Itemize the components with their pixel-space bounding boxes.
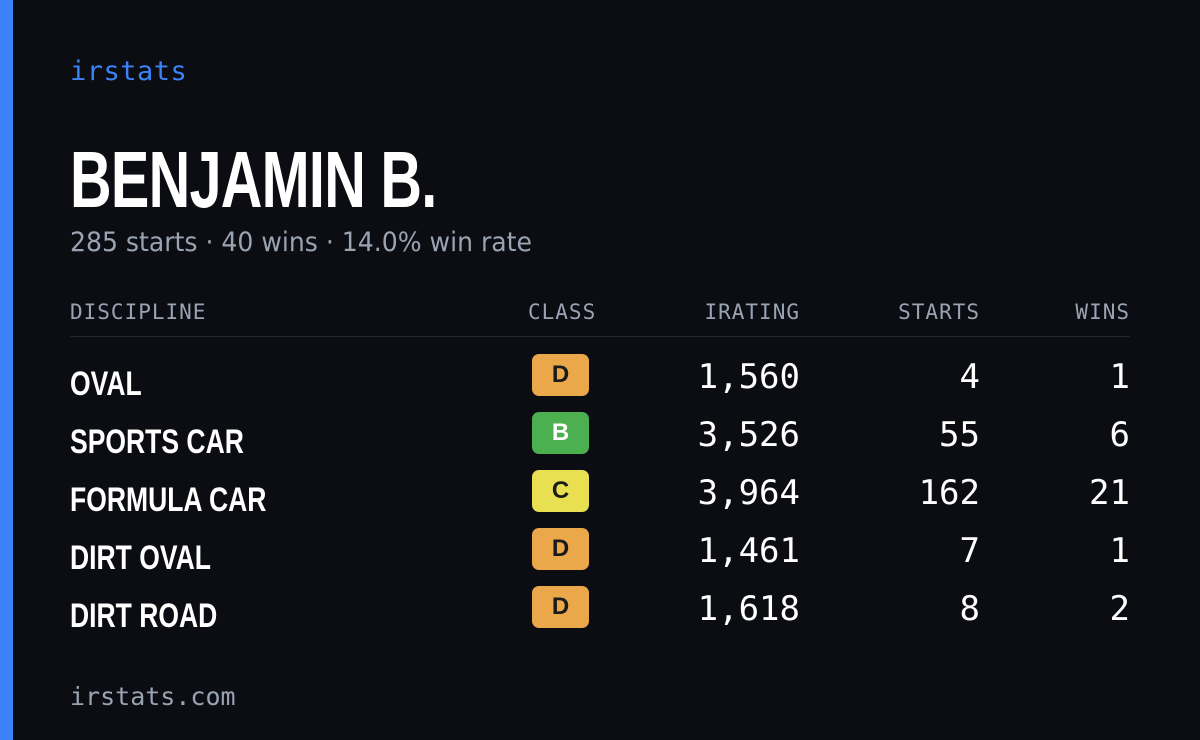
table-row: FORMULA CAR C 3,964 162 21 [70,469,1130,527]
irating-value: 1,461 [697,531,800,571]
brand-logo: irstats [70,56,188,87]
discipline-name: DIRT OVAL [70,539,211,577]
table-row: SPORTS CAR B 3,526 55 6 [70,411,1130,469]
header-class: CLASS [528,300,597,324]
class-badge: D [532,528,589,570]
class-badge: D [532,586,589,628]
discipline-name: FORMULA CAR [70,481,267,519]
discipline-name: DIRT ROAD [70,597,218,635]
starts-value: 4 [959,357,980,397]
footer-url: irstats.com [70,682,236,711]
header-wins: WINS [1075,300,1130,324]
irating-value: 3,964 [697,473,800,513]
stats-table: DISCIPLINE CLASS IRATING STARTS WINS OVA… [70,296,1130,643]
table-row: OVAL D 1,560 4 1 [70,353,1130,411]
starts-value: 55 [939,415,980,455]
starts-value: 7 [959,531,980,571]
table-row: DIRT ROAD D 1,618 8 2 [70,585,1130,643]
wins-value: 6 [1109,415,1130,455]
wins-value: 2 [1109,589,1130,629]
wins-value: 1 [1109,357,1130,397]
table-header: DISCIPLINE CLASS IRATING STARTS WINS [70,296,1130,337]
table-row: DIRT OVAL D 1,461 7 1 [70,527,1130,585]
header-discipline: DISCIPLINE [70,300,207,324]
irating-value: 3,526 [697,415,800,455]
irating-value: 1,560 [697,357,800,397]
driver-name: BENJAMIN B. [70,135,437,224]
discipline-name: SPORTS CAR [70,423,244,461]
irating-value: 1,618 [697,589,800,629]
class-badge: B [532,412,589,454]
header-starts: STARTS [898,300,980,324]
class-badge: C [532,470,589,512]
class-badge: D [532,354,589,396]
discipline-name: OVAL [70,365,142,403]
accent-bar [0,0,13,740]
header-irating: IRATING [704,300,800,324]
starts-value: 8 [959,589,980,629]
wins-value: 1 [1109,531,1130,571]
wins-value: 21 [1089,473,1130,513]
table-body: OVAL D 1,560 4 1 SPORTS CAR B 3,526 55 6… [70,353,1130,643]
starts-value: 162 [918,473,980,513]
driver-summary: 285 starts · 40 wins · 14.0% win rate [70,227,532,258]
